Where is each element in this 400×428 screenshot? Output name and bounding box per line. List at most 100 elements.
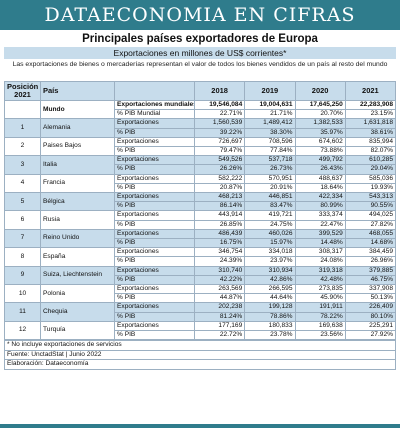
export-value: 1,631,818 [344,118,397,129]
export-value: 549,526 [193,155,246,166]
export-value: 488,637 [294,173,346,184]
pib-value: 82.07% [344,146,397,157]
export-value: 379,885 [344,265,397,276]
indicator-label: % PIB [114,311,195,322]
country-name: Rusia [40,210,115,230]
pib-value: 20.91% [244,182,296,194]
table-row: % PIB 44.87% 44.64% 45.90% 50.13% [5,293,397,304]
world-value: 23.15% [344,109,397,120]
export-value: 180,833 [244,320,296,332]
export-value: 308,317 [294,247,346,258]
export-value: 334,018 [244,247,296,258]
export-value: 570,951 [244,173,296,184]
table-row: % PIB 22.72% 23.78% 23.56% 27.92% [5,330,397,341]
export-value: 202,238 [193,302,246,313]
indicator-label: % PIB [114,164,195,175]
header-year-2021: 2021 [344,81,397,101]
pib-value: 81.24% [193,311,246,322]
pib-value: 24.75% [244,219,296,230]
pib-value: 14.48% [294,238,346,249]
pib-value: 45.90% [294,293,346,304]
pib-value: 20.87% [193,182,246,194]
country-position: 2 [4,136,41,157]
export-value: 191,911 [294,302,346,313]
pib-value: 14.68% [344,238,397,249]
export-value: 468,055 [344,228,397,240]
table-row: % PIB 42.22% 42.86% 42.48% 46.75% [5,274,397,286]
export-value: 199,128 [244,302,296,313]
export-value: 399,529 [294,228,346,240]
pib-value: 80.10% [344,311,397,322]
country-position: 1 [4,118,41,138]
export-value: 543,313 [344,192,397,203]
indicator-label: Exportaciones [114,302,195,313]
world-pos [4,99,41,120]
pib-value: 24.39% [193,256,246,267]
table-row: 12 Turquía Exportaciones 177,169 180,833 169,… [4,320,397,341]
table-row: 11 Chequia Exportaciones 202,238 199,128 191,… [4,302,397,322]
export-value: 169,638 [294,320,346,332]
indicator-label: % PIB [114,274,195,286]
country-name: Suiza, Liechtenstein [40,265,115,286]
export-value: 177,169 [193,320,246,332]
country-name: Italia [40,155,115,175]
export-value: 310,934 [244,265,296,276]
pib-value: 77.84% [244,146,296,157]
export-value: 585,036 [344,173,397,184]
pib-value: 26.85% [193,219,246,230]
country-position: 9 [4,265,41,286]
world-indicator: Exportaciones mundiales [114,99,195,111]
table-row: % PIB 26.85% 24.75% 22.47% 27.82% [5,219,397,230]
header-year-2019: 2019 [244,81,296,101]
exports-table: Posición 2021 País 2018 2019 2020 2021 M… [4,81,397,341]
indicator-label: Exportaciones [114,247,195,258]
world-value: 22,283,908 [344,99,397,111]
pib-value: 73.88% [294,146,346,157]
export-value: 346,754 [193,247,246,258]
export-value: 494,025 [344,210,397,221]
pib-value: 23.56% [294,330,346,341]
pib-value: 42.48% [294,274,346,286]
pib-value: 23.97% [244,256,296,267]
export-value: 460,026 [244,228,296,240]
country-position: 11 [4,302,41,322]
world-value: 17,645,250 [294,99,346,111]
table-row-world: Mundo Exportaciones mundiales 19,546,084… [4,99,397,120]
indicator-label: Exportaciones [114,265,195,276]
export-value: 1,382,533 [294,118,346,129]
country-name: Francia [40,173,115,194]
page-title: Principales países exportadores de Europ… [82,32,318,45]
pib-value: 26.43% [294,164,346,175]
indicator-label: % PIB [114,219,195,230]
indicator-label: % PIB [114,293,195,304]
pib-value: 16.75% [193,238,246,249]
pib-value: 26.26% [193,164,246,175]
export-value: 1,560,539 [193,118,246,129]
export-value: 1,489,412 [244,118,296,129]
country-position: 10 [4,284,41,304]
table-row: 4 Francia Exportaciones 582,222 570,951 488,6… [4,173,397,194]
table-row: 3 Italia Exportaciones 549,526 537,718 499,79… [4,155,397,175]
credit: Elaboración: Dataeconomía [5,359,395,369]
export-value: 446,851 [244,192,296,203]
export-value: 708,596 [244,136,296,148]
country-position: 3 [4,155,41,175]
export-value: 263,569 [193,284,246,295]
country-name: España [40,247,115,267]
table-row: % PIB 86.14% 83.47% 80.99% 90.55% [5,201,397,212]
export-value: 835,994 [344,136,397,148]
pib-value: 22.47% [294,219,346,230]
banner-title: DATAECONOMIA EN CIFRAS [0,0,400,30]
export-value: 333,374 [294,210,346,221]
country-position: 6 [4,210,41,230]
export-value: 443,914 [193,210,246,221]
country-name: Chequia [40,302,115,322]
table-body: Mundo Exportaciones mundiales 19,546,084… [4,99,397,341]
indicator-label: % PIB [114,127,195,138]
pib-value: 18.64% [294,182,346,194]
country-position: 5 [4,192,41,212]
export-value: 273,835 [294,284,346,295]
world-value: 19,004,631 [244,99,296,111]
export-value: 225,291 [344,320,397,332]
